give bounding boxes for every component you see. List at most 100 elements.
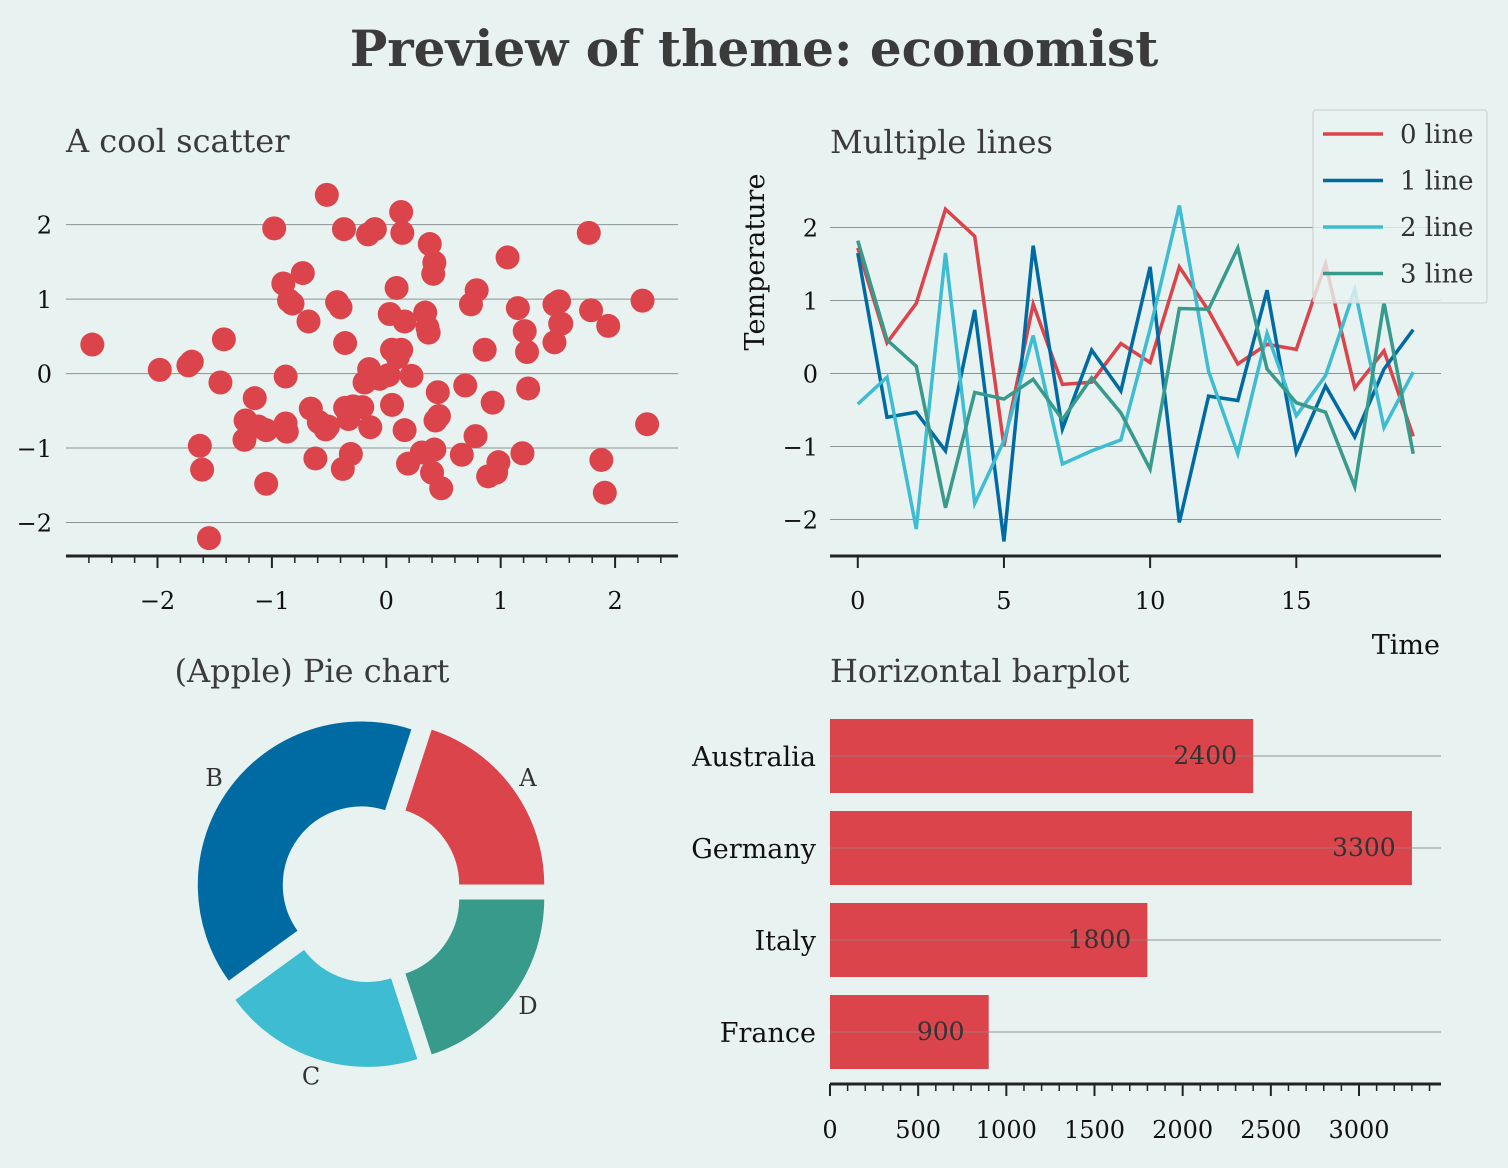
scatter-point — [399, 363, 424, 388]
scatter-point — [416, 320, 441, 345]
scatter-x-tick-label: −1 — [254, 587, 289, 615]
line-x-tick-label: 5 — [996, 587, 1011, 615]
scatter-point — [576, 220, 601, 245]
barplot-x-tick-label: 3000 — [1328, 1116, 1389, 1144]
scatter-point — [242, 386, 267, 411]
scatter-point — [333, 331, 358, 356]
scatter-y-tick-label: −2 — [17, 509, 52, 537]
scatter-point — [362, 217, 387, 242]
scatter-point — [254, 418, 279, 443]
bar-panel: Horizontal barplot Australia Germany Italy… — [691, 652, 1441, 1144]
line-series-1 — [856, 245, 1415, 542]
pie-panel: (Apple) Pie chart A B C D — [174, 652, 546, 1091]
scatter-point — [495, 245, 520, 270]
barplot-x-axis: 0 500 1000 1500 2000 2500 3000 — [822, 1082, 1441, 1144]
scatter-point — [80, 332, 105, 357]
scatter-point — [505, 296, 530, 321]
barplot-category-label: Italy — [754, 926, 816, 957]
barplot-x-tick-label: 500 — [895, 1116, 941, 1144]
scatter-point — [376, 363, 401, 388]
bar-value-label: 900 — [917, 1017, 965, 1046]
barplot-title: Horizontal barplot — [830, 652, 1130, 690]
scatter-point — [187, 433, 212, 458]
line-panel: Multiple lines Time Temperature −2 −1 0 1 2 … — [740, 109, 1488, 661]
scatter-point — [280, 291, 305, 316]
barplot-category-label: France — [720, 1018, 816, 1049]
legend-frame — [1312, 109, 1488, 304]
scatter-point — [464, 278, 489, 303]
barplot-category-label: Germany — [691, 834, 817, 865]
scatter-point — [296, 309, 321, 334]
line-y-tick-label: 0 — [803, 360, 818, 388]
scatter-points — [80, 182, 660, 551]
pie-slice-a — [404, 728, 546, 886]
scatter-point — [422, 250, 447, 275]
line-legend: 0 line 1 line 2 line 3 line — [1312, 109, 1488, 304]
scatter-point — [196, 526, 221, 551]
scatter-point — [486, 450, 511, 475]
scatter-point — [635, 412, 660, 437]
scatter-point — [273, 364, 298, 389]
scatter-point — [425, 380, 450, 405]
scatter-point — [254, 471, 279, 496]
pie-slice-b — [196, 720, 413, 983]
line-x-axis: 0 5 10 15 — [830, 554, 1441, 615]
scatter-point — [303, 446, 328, 471]
scatter-point — [331, 217, 356, 242]
scatter-point — [262, 216, 287, 241]
barplot-x-tick-label: 2000 — [1152, 1116, 1213, 1144]
scatter-point — [480, 390, 505, 415]
scatter-point — [314, 182, 339, 207]
scatter-point — [390, 220, 415, 245]
bar-value-label: 1800 — [1068, 925, 1132, 954]
scatter-y-tick-label: −1 — [17, 435, 52, 463]
legend-label: 1 line — [1400, 167, 1474, 197]
scatter-point — [380, 392, 405, 417]
pie-label: A — [518, 764, 537, 792]
pie-slice-d — [404, 898, 546, 1056]
scatter-point — [596, 313, 621, 338]
scatter-point — [208, 370, 233, 395]
line-series-group — [856, 205, 1415, 542]
scatter-point — [290, 261, 315, 286]
scatter-point — [389, 337, 414, 362]
line-y-tick-label: 2 — [803, 214, 818, 242]
legend-label: 0 line — [1400, 120, 1474, 150]
bar-value-label: 3300 — [1332, 833, 1396, 862]
legend-label: 3 line — [1400, 260, 1474, 290]
barplot-x-tick-label: 2500 — [1240, 1116, 1301, 1144]
scatter-title: A cool scatter — [65, 122, 290, 160]
scatter-point — [392, 418, 417, 443]
scatter-point — [547, 289, 572, 314]
pie-slices: A B C D — [196, 720, 546, 1091]
scatter-panel: A cool scatter −2 −1 0 1 2 −2 −1 0 1 2 — [17, 122, 678, 615]
pie-label: B — [205, 764, 223, 792]
scatter-point — [384, 275, 409, 300]
scatter-gridlines: −2 −1 0 1 2 — [17, 212, 678, 537]
scatter-point — [472, 337, 497, 362]
scatter-point — [274, 419, 299, 444]
scatter-point — [392, 309, 417, 334]
scatter-point — [147, 357, 172, 382]
scatter-point — [510, 441, 535, 466]
barplot-bars: 2400 3300 1800 900 — [830, 719, 1412, 1069]
scatter-point — [549, 311, 574, 336]
line-y-tick-label: 1 — [803, 287, 818, 315]
scatter-point — [190, 457, 215, 482]
line-series-2 — [856, 205, 1415, 530]
scatter-point — [328, 295, 353, 320]
scatter-point — [449, 442, 474, 467]
line-x-tick-label: 0 — [850, 587, 865, 615]
line-x-tick-label: 10 — [1135, 587, 1166, 615]
scatter-point — [512, 319, 537, 344]
scatter-point — [389, 200, 414, 225]
scatter-point — [422, 437, 447, 462]
scatter-point — [350, 395, 375, 420]
line-x-tick-label: 15 — [1281, 587, 1312, 615]
legend-label: 2 line — [1400, 213, 1474, 243]
scatter-x-axis: −2 −1 0 1 2 — [66, 554, 678, 615]
pie-label: C — [302, 1063, 320, 1091]
pie-title: (Apple) Pie chart — [174, 652, 449, 690]
barplot-x-tick-label: 0 — [822, 1116, 837, 1144]
